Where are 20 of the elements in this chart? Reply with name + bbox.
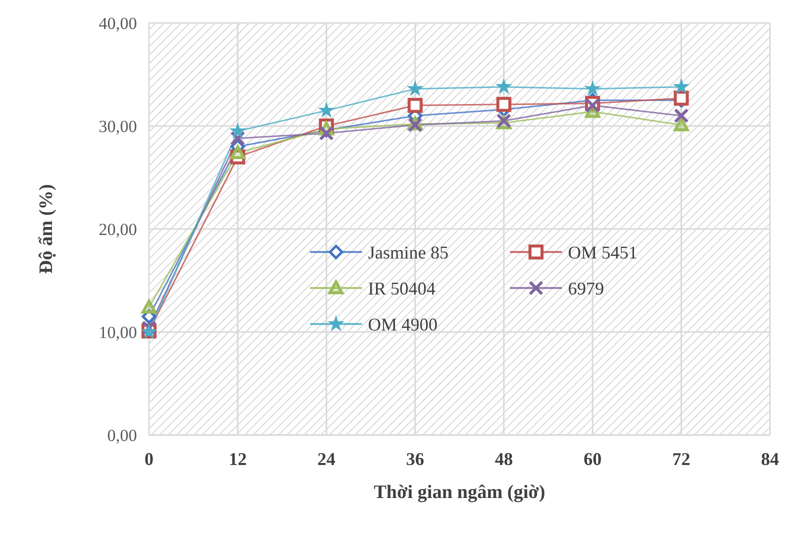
legend-label: OM 5451 — [568, 242, 638, 262]
legend-label: Jasmine 85 — [368, 242, 448, 262]
legend-label: 6979 — [568, 278, 604, 298]
x-tick-label: 24 — [317, 449, 336, 469]
x-tick-label: 72 — [672, 449, 690, 469]
y-tick-label: 10,00 — [98, 322, 137, 342]
x-axis-title: Thời gian ngâm (giờ) — [374, 482, 546, 503]
y-axis-title: Độ ẩm (%) — [36, 184, 57, 274]
x-tick-label: 36 — [406, 449, 424, 469]
legend-label: IR 50404 — [368, 278, 436, 298]
x-tick-label: 84 — [761, 449, 779, 469]
y-tick-label: 20,00 — [98, 220, 137, 239]
legend-label: OM 4900 — [368, 314, 438, 334]
y-tick-label: 40,00 — [98, 14, 137, 33]
y-tick-label: 0,00 — [107, 426, 137, 445]
x-tick-label: 0 — [144, 449, 154, 469]
x-tick-label: 12 — [228, 449, 247, 469]
y-tick-label: 30,00 — [98, 116, 137, 136]
x-tick-label: 48 — [494, 449, 513, 469]
x-tick-label: 60 — [584, 449, 602, 469]
